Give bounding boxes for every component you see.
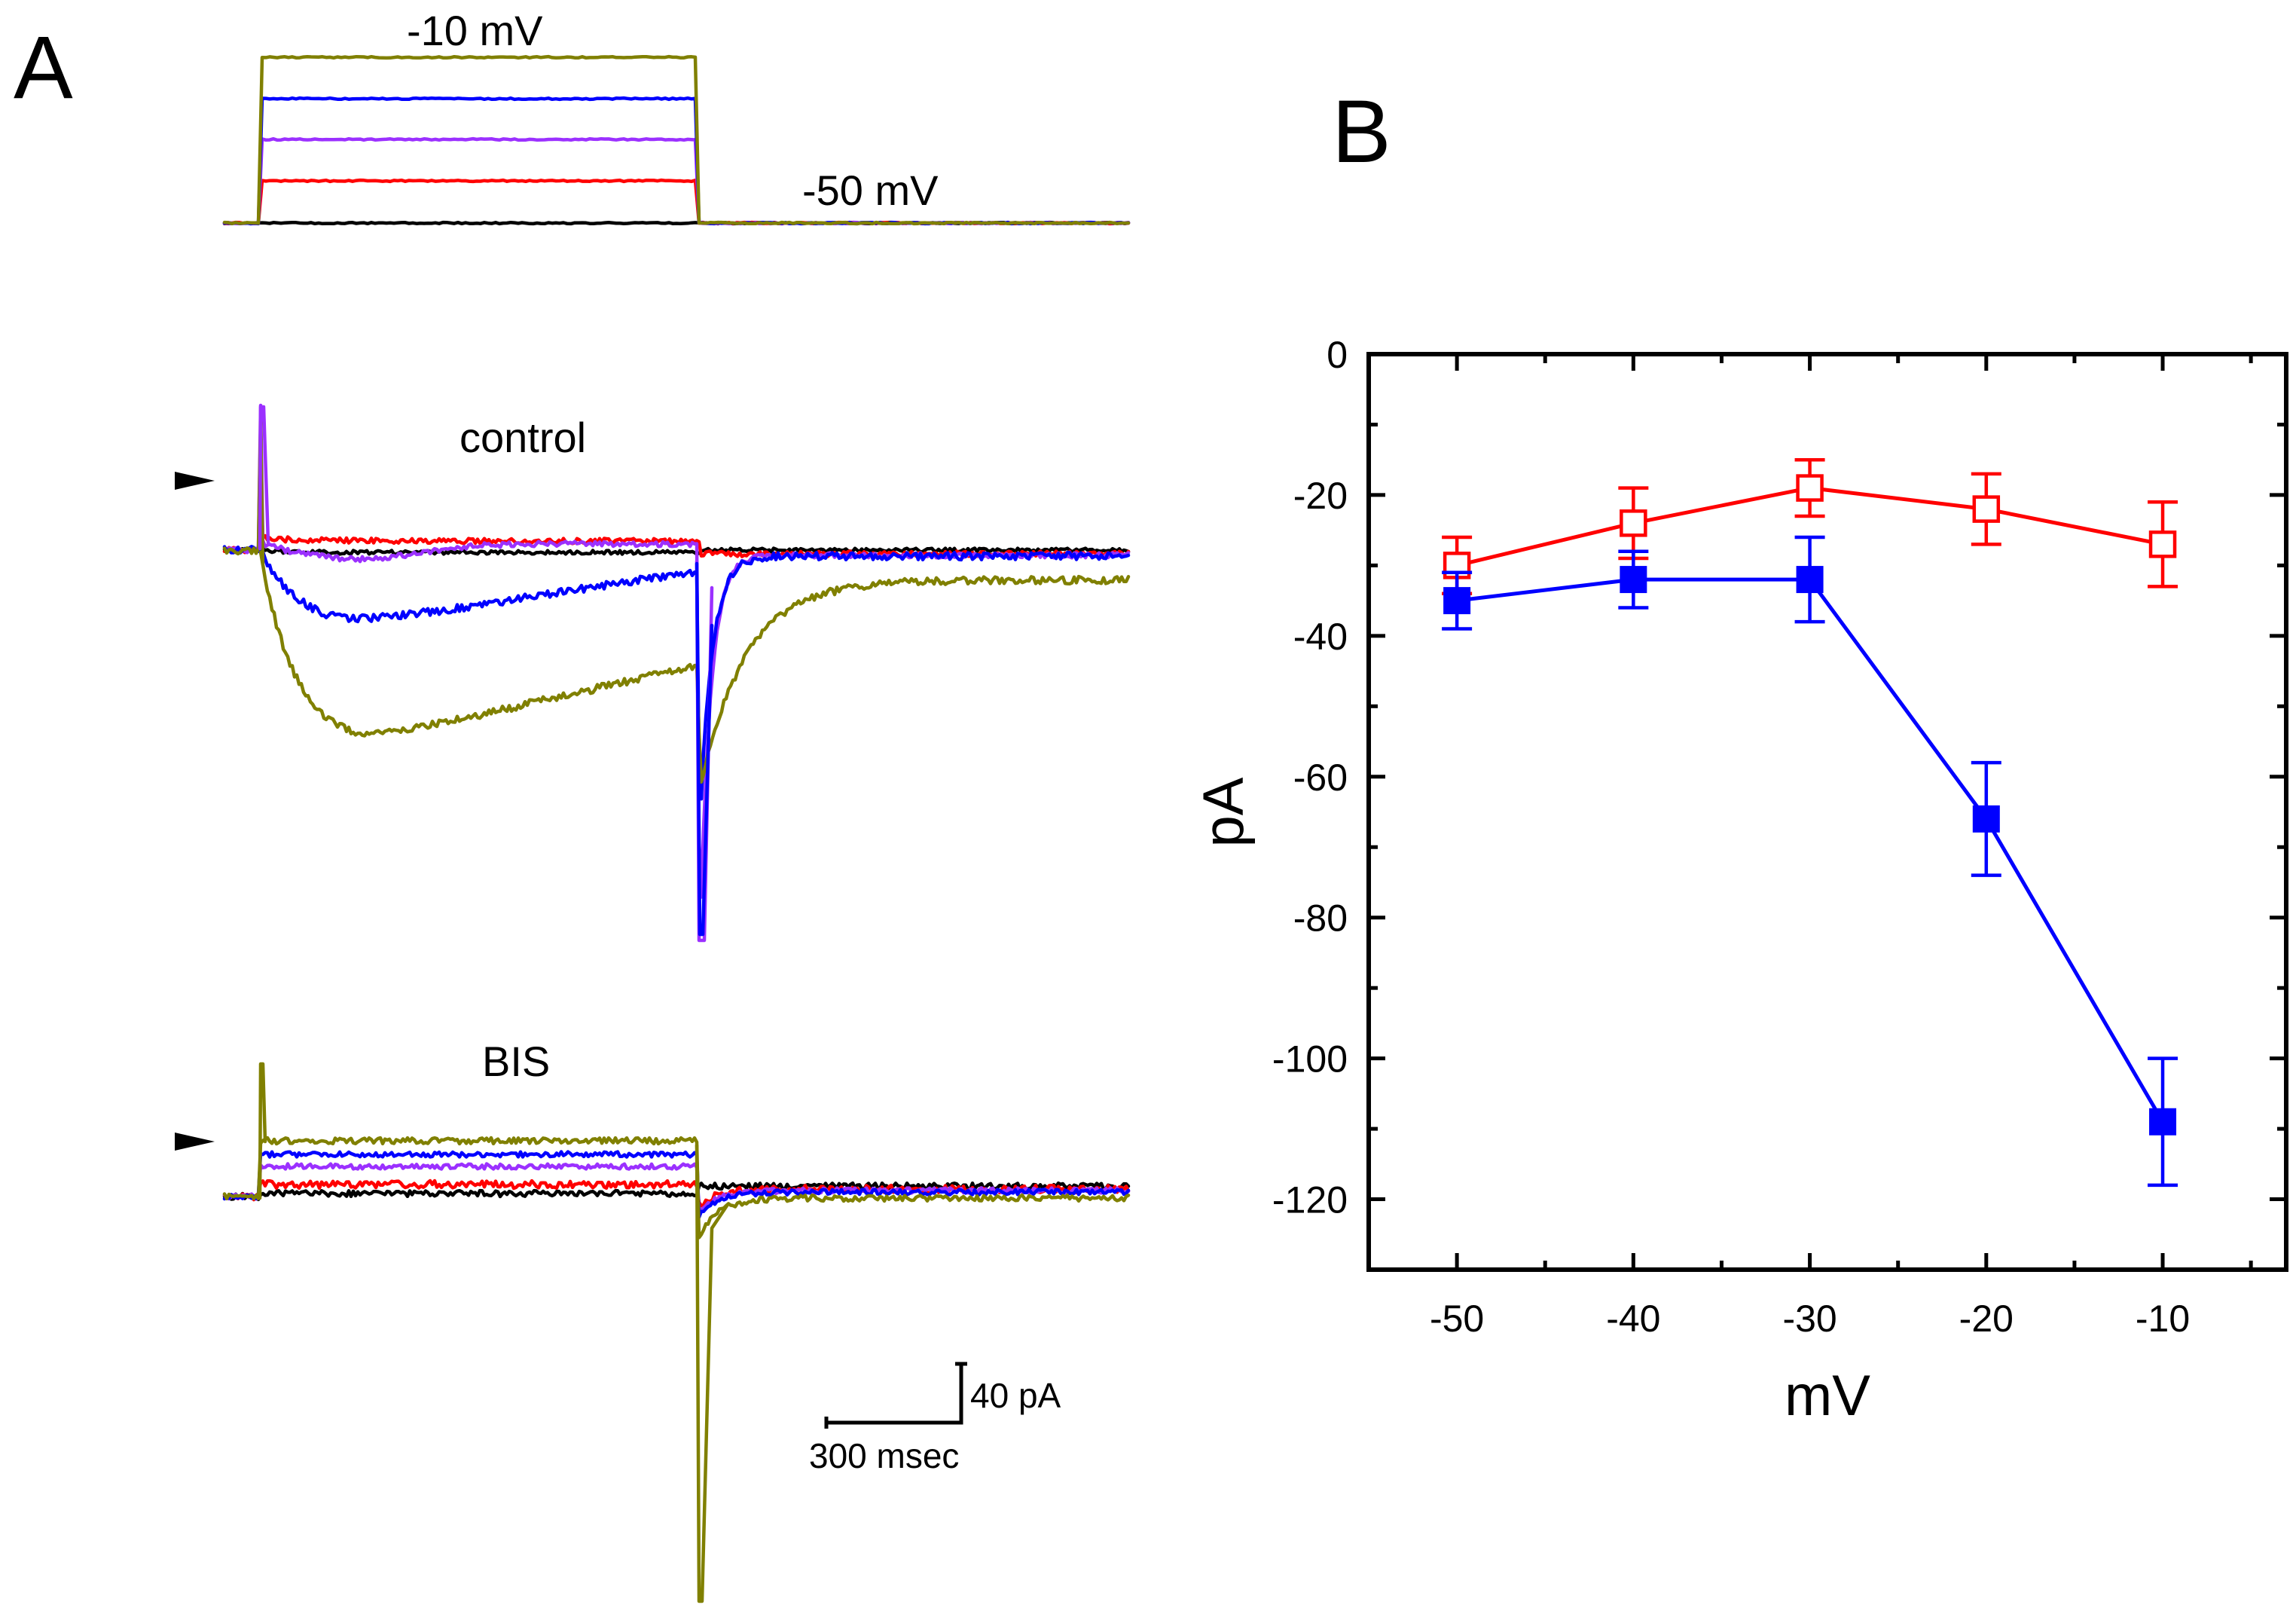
protocol-trace xyxy=(222,54,1131,226)
bis-trace xyxy=(222,1162,1131,1215)
scale-bar-lines xyxy=(824,1362,967,1429)
bis-onset-spike xyxy=(258,1062,267,1200)
x-tick-label: -50 xyxy=(1430,1298,1484,1340)
x-tick-label: -30 xyxy=(1782,1298,1836,1340)
control-offset-transient xyxy=(695,561,714,937)
panel-b-label: B xyxy=(1332,82,1391,182)
y-tick-label: -60 xyxy=(1293,757,1348,799)
data-point xyxy=(1796,566,1824,594)
y-tick-label: -40 xyxy=(1293,616,1348,658)
protocol-traces xyxy=(222,54,1131,226)
control-traces xyxy=(222,403,1131,943)
x-tick-label: -10 xyxy=(2136,1298,2190,1340)
scale-current-label: 40 pA xyxy=(970,1376,1061,1415)
data-point xyxy=(1443,587,1471,615)
x-axis-title: mV xyxy=(1785,1364,1870,1428)
holding-voltage-label: -50 mV xyxy=(802,167,939,214)
panel-a: A -10 mV -50 mV control BIS 40 pA 300 ms… xyxy=(14,7,1131,1603)
scale-time-label: 300 msec xyxy=(809,1436,959,1475)
series-control xyxy=(1442,535,2178,1188)
voltage-protocol: -10 mV -50 mV xyxy=(222,7,1131,226)
control-arrowhead-icon xyxy=(175,472,215,490)
control-trace xyxy=(222,546,1131,556)
data-point xyxy=(1620,566,1647,594)
bis-recording: BIS xyxy=(175,1038,1131,1603)
panel-a-label: A xyxy=(14,18,73,118)
control-trace xyxy=(222,545,1131,801)
y-tick-label: -100 xyxy=(1272,1038,1348,1081)
y-axis-title: pA xyxy=(1192,777,1256,847)
data-point xyxy=(2148,530,2177,558)
bis-label: BIS xyxy=(482,1038,550,1085)
step-voltage-label: -10 mV xyxy=(407,7,543,54)
axis-ticks: -50 -40 -30 -20 -100-20-40-60-80-100-120 xyxy=(1272,334,2286,1340)
y-tick-label: -20 xyxy=(1293,475,1348,517)
y-tick-label: -120 xyxy=(1272,1179,1348,1221)
x-tick-label: -20 xyxy=(1959,1298,2014,1340)
data-point xyxy=(1796,474,1824,502)
control-trace xyxy=(222,403,1131,899)
y-tick-label: -80 xyxy=(1293,897,1348,940)
bis-traces xyxy=(222,1062,1131,1603)
plot-frame xyxy=(1366,352,2288,1272)
control-recording: control xyxy=(175,403,1131,943)
x-tick-label: -40 xyxy=(1606,1298,1660,1340)
data-point xyxy=(1620,509,1647,537)
y-tick-label: 0 xyxy=(1327,334,1348,376)
protocol-trace xyxy=(222,178,1131,226)
control-label: control xyxy=(460,414,586,461)
series-line xyxy=(1456,577,2165,1123)
protocol-trace xyxy=(222,96,1131,226)
bis-offset-transient xyxy=(695,1143,729,1603)
data-point xyxy=(1972,495,2001,523)
control-onset-spike xyxy=(258,405,270,551)
series-layer xyxy=(1442,457,2178,1188)
iv-chart: -50 -40 -30 -20 -100-20-40-60-80-100-120 mV … xyxy=(1192,334,2288,1428)
bis-arrowhead-icon xyxy=(175,1133,215,1151)
control-trace xyxy=(222,420,1131,784)
panel-b: B -50 -40 -30 -20 -100-20-40-60-80-100-120 m… xyxy=(1192,82,2288,1428)
data-point xyxy=(1972,805,2000,833)
data-point xyxy=(2149,1108,2177,1136)
bis-trace xyxy=(222,1136,1131,1240)
bis-trace xyxy=(222,1181,1131,1202)
scale-bar: 40 pA 300 msec xyxy=(809,1362,1061,1475)
